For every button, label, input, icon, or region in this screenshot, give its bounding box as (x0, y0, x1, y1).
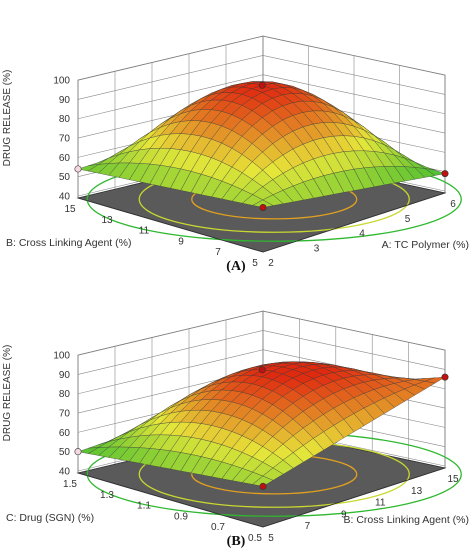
p1-z-tick-label: 70 (59, 409, 71, 420)
p0-y-tick-label: 11 (139, 226, 150, 237)
p0-y-tick-label: 13 (101, 215, 113, 226)
p1-z-tick-label: 50 (59, 447, 71, 458)
p1-z-tick-label: 100 (53, 351, 70, 362)
p0-design-point (442, 170, 448, 176)
p0-x-tick-label: 5 (405, 214, 411, 225)
p0-z-tick-label: 100 (53, 76, 70, 87)
p1-z-tick-label: 40 (59, 467, 71, 478)
p0-z-tick-label: 40 (59, 192, 71, 203)
p1-x-tick-label: 13 (411, 486, 423, 497)
p1-y-tick-label: 0.7 (211, 522, 225, 533)
p0-design-point (75, 166, 81, 172)
p0-x-axis-label: A: TC Polymer (%) (382, 239, 469, 251)
p0-y-tick-label: 15 (64, 204, 76, 215)
p0-y-tick-label: 5 (252, 258, 258, 269)
p1-y-tick-label: 1.1 (137, 501, 151, 512)
p1-design-point (442, 374, 448, 380)
p0-z-axis-label: DRUG RELEASE (%) (2, 70, 13, 167)
p0-z-tick-label: 80 (59, 114, 71, 125)
p1-z-tick-label: 80 (59, 389, 71, 400)
p1-x-tick-label: 7 (305, 521, 311, 532)
p0-design-point (259, 82, 265, 88)
p0-z-tick-label: 60 (59, 153, 71, 164)
p1-panel-caption: (B) (227, 534, 246, 549)
p1-y-tick-label: 0.9 (174, 511, 188, 522)
p0-y-tick-label: 7 (215, 247, 221, 258)
p0-x-tick-label: 2 (268, 258, 274, 269)
p0-x-tick-label: 4 (359, 229, 365, 240)
p0-z-tick-label: 90 (59, 95, 71, 106)
p1-design-point (259, 367, 265, 373)
p1-y-axis-label: C: Drug (SGN) (%) (6, 512, 94, 524)
p1-x-tick-label: 5 (268, 533, 274, 544)
p0-y-tick-label: 9 (178, 236, 184, 247)
p0-design-point (260, 204, 266, 210)
p1-z-tick-label: 90 (59, 370, 71, 381)
p1-y-tick-label: 1.3 (100, 490, 114, 501)
p1-y-tick-label: 1.5 (63, 479, 77, 490)
p0-z-tick-label: 50 (59, 172, 71, 183)
p0-x-tick-label: 3 (314, 243, 320, 254)
p1-z-tick-label: 60 (59, 428, 71, 439)
p1-x-tick-label: 11 (375, 498, 386, 509)
p1-design-point (75, 448, 81, 454)
p1-design-point (260, 483, 266, 489)
p0-x-tick-label: 6 (450, 199, 456, 210)
p1-y-tick-label: 0.5 (248, 533, 262, 544)
p0-z-tick-label: 70 (59, 134, 71, 145)
p1-x-axis-label: B: Cross Linking Agent (%) (344, 514, 469, 526)
p0-panel-caption: (A) (226, 259, 246, 274)
p1-z-axis-label: DRUG RELEASE (%) (2, 345, 13, 442)
p0-y-axis-label: B: Cross Linking Agent (%) (6, 237, 131, 249)
p1-x-tick-label: 15 (447, 474, 459, 485)
